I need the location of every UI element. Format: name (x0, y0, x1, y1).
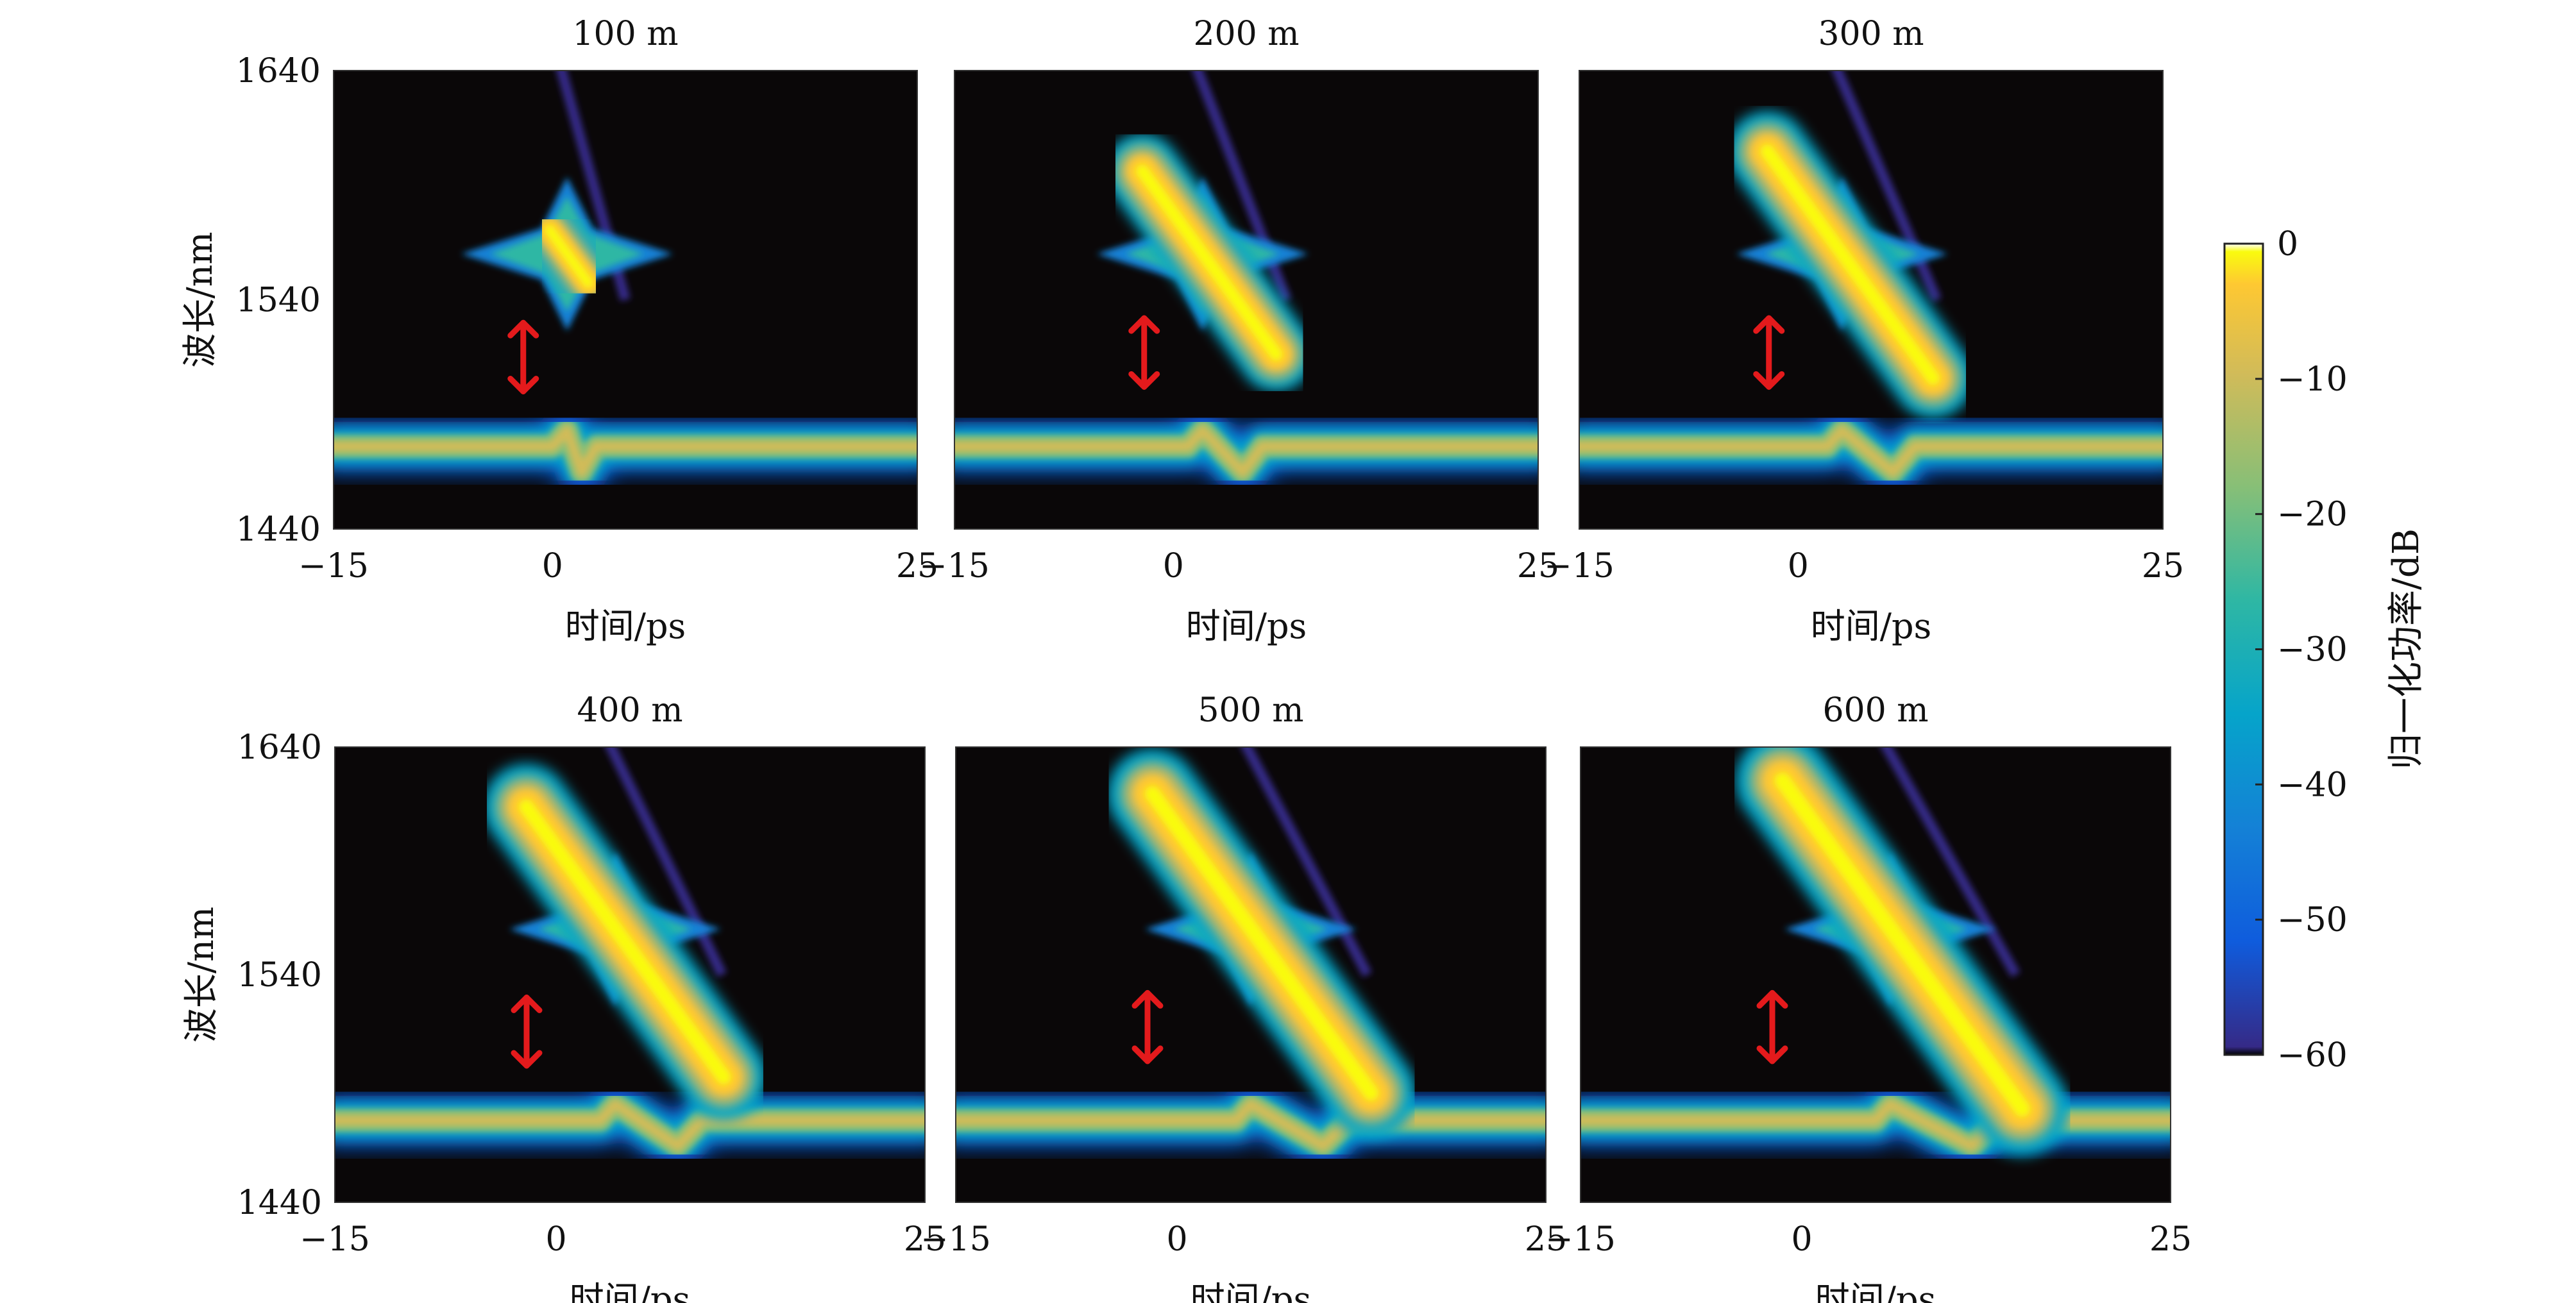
x-axis-label: 时间/ps (1815, 1279, 1936, 1303)
gap-arrow (507, 319, 539, 394)
colorbar-tick-label: −40 (2277, 766, 2348, 804)
soliton-layer-3 (1760, 144, 1940, 385)
x-tick-label: 0 (545, 1220, 566, 1259)
heatmap-layer (334, 71, 917, 498)
panel-frame (954, 70, 1539, 530)
x-tick-label: 25 (904, 1220, 946, 1259)
y-tick-label: 1540 (237, 956, 322, 995)
heatmap-layer (954, 71, 1538, 498)
x-tick-label: −15 (300, 1220, 370, 1259)
y-axis-label: 波长/nm (180, 231, 220, 367)
pump-band-3 (1579, 425, 2163, 478)
colorbar-tick-label: −20 (2277, 496, 2348, 534)
x-axis-label: 时间/ps (1186, 606, 1307, 646)
gap-arrow-head-down (1131, 1045, 1164, 1064)
x-tick-label: −15 (1545, 1220, 1616, 1259)
panel-5: 500 m −15 0 25 时间/ps (920, 691, 1567, 1303)
x-tick-label: −15 (919, 547, 990, 585)
gap-arrow (511, 995, 543, 1069)
gap-arrow-head-down (507, 376, 539, 394)
x-tick-label: 25 (2149, 1220, 2192, 1259)
x-tick-label: 0 (1791, 1220, 1812, 1259)
pump-band-3 (335, 1099, 925, 1152)
soliton-layer-3 (1774, 772, 2031, 1117)
panel-frame (1580, 746, 2171, 1203)
colorbar: 0 −10 −20 −30 −40 −50 −60 归一化功率/dB (2223, 225, 2427, 1075)
heatmap-layer (1580, 747, 2171, 1172)
gap-arrow (1131, 989, 1164, 1064)
x-axis-label: 时间/ps (1811, 606, 1931, 646)
gap-arrow (1128, 315, 1160, 390)
gap-arrow-head-down (511, 1050, 543, 1069)
y-axis-label: 波长/nm (181, 907, 221, 1043)
x-tick-label: 0 (1166, 1220, 1187, 1259)
y-tick-label: 1640 (237, 728, 322, 767)
panel-frame (1579, 70, 2164, 530)
colorbar-tick-label: 0 (2277, 225, 2298, 264)
gap-arrow-head-down (1756, 1045, 1788, 1064)
panel-6: 600 m −15 0 25 时间/ps (1545, 691, 2192, 1303)
gap-arrow-head-up (1753, 315, 1785, 334)
gap-arrow-head-up (1131, 989, 1164, 1009)
panel-title: 400 m (577, 691, 682, 730)
x-tick-label: −15 (920, 1220, 991, 1259)
colorbar-tick-label: −60 (2277, 1036, 2348, 1075)
y-tick-label: 1540 (236, 282, 321, 320)
panel-title: 600 m (1822, 691, 1928, 730)
panel-1: 100 m −15 0 25 时间/ps 1640 1540 1440 波长/nm (180, 15, 938, 646)
x-axis-label: 时间/ps (1191, 1279, 1311, 1303)
colorbar-tick-label: −10 (2277, 360, 2348, 399)
gap-arrow-head-down (1753, 371, 1785, 390)
x-tick-label: 25 (896, 547, 938, 585)
gap-arrow-head-down (1128, 371, 1160, 390)
heatmap-layer (956, 747, 1546, 1172)
gap-arrow-head-up (507, 319, 539, 339)
y-tick-label: 1640 (236, 52, 321, 90)
x-axis-label: 时间/ps (565, 606, 686, 646)
panel-frame (334, 746, 926, 1203)
soliton-layer-3 (518, 799, 731, 1085)
panel-4: 400 m −15 0 25 时间/ps 1640 1540 1440 波长/nm (181, 691, 946, 1303)
x-tick-label: 25 (1517, 547, 1559, 585)
panel-frame (333, 70, 918, 530)
x-tick-label: 25 (1525, 1220, 1567, 1259)
colorbar-label: 归一化功率/dB (2385, 528, 2427, 769)
x-tick-label: 25 (2142, 547, 2184, 585)
x-tick-label: 0 (1163, 547, 1184, 585)
colorbar-tick-label: −50 (2277, 901, 2348, 939)
panel-title: 500 m (1198, 691, 1303, 730)
soliton-layer-3 (545, 224, 593, 288)
heatmap-layer (335, 747, 925, 1172)
panel-frame (955, 746, 1546, 1203)
x-tick-label: 0 (542, 547, 563, 585)
gap-arrow-head-up (511, 995, 543, 1013)
gap-arrow (1756, 989, 1788, 1064)
x-tick-label: 0 (1788, 547, 1809, 585)
panel-3: 300 m −15 0 25 时间/ps (1544, 15, 2184, 646)
soliton-layer-3 (1135, 164, 1283, 361)
y-tick-label: 1440 (236, 510, 321, 549)
pump-band-3 (954, 425, 1538, 478)
panel-2: 200 m −15 0 25 时间/ps (919, 15, 1559, 646)
y-tick-label: 1440 (237, 1184, 322, 1222)
gap-arrow-head-up (1756, 989, 1788, 1009)
colorbar-tick-label: −30 (2277, 631, 2348, 669)
x-tick-label: −15 (298, 547, 369, 585)
dispersive-streak (1241, 747, 1372, 977)
pump-band-3 (334, 425, 917, 478)
x-tick-label: −15 (1544, 547, 1614, 585)
panel-title: 100 m (572, 15, 678, 53)
soliton-layer-3 (1144, 786, 1379, 1101)
panel-title: 200 m (1193, 15, 1299, 53)
panels: 100 m −15 0 25 时间/ps 1640 1540 1440 波长/nm 200 m −1… (180, 15, 2192, 1303)
heatmap-layer (1579, 71, 2163, 498)
x-axis-label: 时间/ps (570, 1279, 690, 1303)
dispersive-streak (605, 747, 727, 977)
colorbar-ticks: 0 −10 −20 −30 −40 −50 −60 (2255, 225, 2348, 1075)
gap-arrow (1753, 315, 1785, 390)
dispersive-streak (1880, 747, 2021, 977)
gap-arrow-head-up (1128, 315, 1160, 334)
panel-title: 300 m (1818, 15, 1924, 53)
